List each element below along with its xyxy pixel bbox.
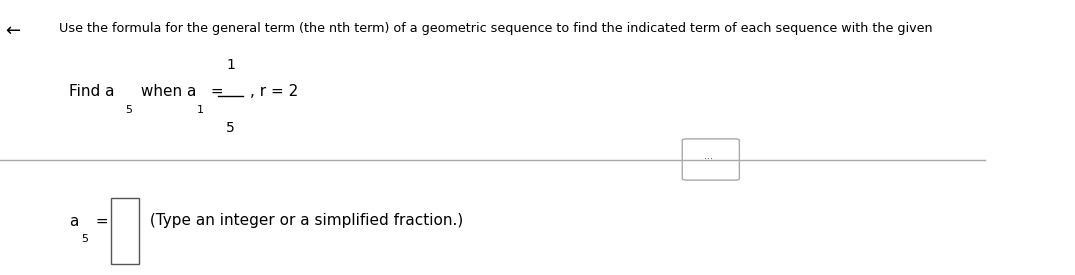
Text: 5: 5 bbox=[81, 234, 88, 244]
Text: , r = 2: , r = 2 bbox=[250, 84, 299, 99]
Text: 1: 1 bbox=[197, 105, 204, 115]
Text: 1: 1 bbox=[226, 58, 234, 72]
Text: Use the formula for the general term (the nth term) of a geometric sequence to f: Use the formula for the general term (th… bbox=[59, 22, 933, 35]
Text: =: = bbox=[205, 84, 228, 99]
Text: 5: 5 bbox=[125, 105, 132, 115]
Text: 5: 5 bbox=[226, 121, 234, 135]
Text: (Type an integer or a simplified fraction.): (Type an integer or a simplified fractio… bbox=[145, 213, 463, 229]
Text: Find a: Find a bbox=[69, 84, 114, 99]
Text: =: = bbox=[90, 213, 109, 229]
Text: ···: ··· bbox=[704, 155, 714, 164]
FancyBboxPatch shape bbox=[683, 139, 740, 180]
Text: a: a bbox=[69, 213, 78, 229]
Text: when a: when a bbox=[135, 84, 197, 99]
FancyBboxPatch shape bbox=[111, 198, 139, 264]
Text: ←: ← bbox=[5, 22, 20, 40]
